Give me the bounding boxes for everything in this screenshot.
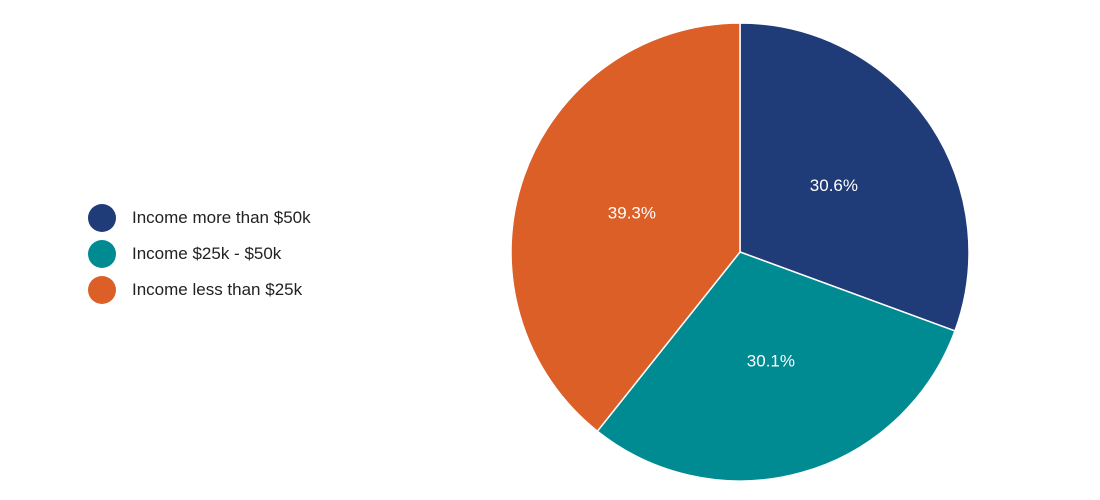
pie-slice-income-less-than-25k[interactable] — [510, 22, 741, 433]
pie-slice-income-more-than-50k[interactable] — [739, 22, 970, 332]
legend-label-income-more-than-50k: Income more than $50k — [132, 208, 311, 227]
legend-item-income-25k-50k[interactable]: Income $25k - $50k — [88, 236, 388, 272]
legend-item-income-more-than-50k[interactable]: Income more than $50k — [88, 200, 388, 236]
chart-legend: Income more than $50k Income $25k - $50k… — [88, 200, 388, 308]
legend-swatch-income-25k-50k — [88, 240, 116, 268]
pie-slice-label-income-25k-50k: 30.1% — [747, 352, 795, 371]
legend-label-income-25k-50k: Income $25k - $50k — [132, 244, 282, 263]
legend-item-income-less-than-25k[interactable]: Income less than $25k — [88, 272, 388, 308]
pie-slice-income-25k-50k[interactable] — [596, 251, 956, 482]
pie-slice-label-income-less-than-25k: 39.3% — [608, 204, 656, 223]
legend-swatch-income-less-than-25k — [88, 276, 116, 304]
legend-label-income-less-than-25k: Income less than $25k — [132, 280, 303, 299]
pie-slice-label-income-more-than-50k: 30.6% — [810, 176, 858, 195]
legend-swatch-income-more-than-50k — [88, 204, 116, 232]
